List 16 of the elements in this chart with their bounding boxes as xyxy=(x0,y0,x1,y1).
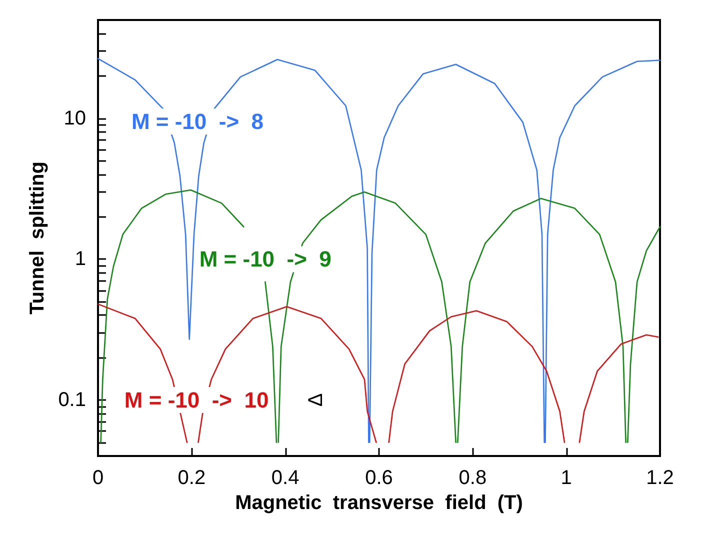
x-tick-label: 0.2 xyxy=(178,467,206,489)
series-label: M = -10 -> 8 xyxy=(131,109,264,134)
x-axis-title: Magnetic transverse field (T) xyxy=(235,492,523,514)
x-tick-label: 0.8 xyxy=(458,467,487,489)
series-label: M = -10 -> 10 xyxy=(124,387,269,412)
x-tick-label: 0 xyxy=(92,467,104,489)
y-tick-label: 10 xyxy=(64,107,86,130)
x-tick-label: 1 xyxy=(560,467,572,489)
y-tick-label: 0.1 xyxy=(58,388,86,411)
annotation: Δ xyxy=(304,393,327,407)
x-tick-label: 0.6 xyxy=(365,467,393,489)
y-tick-label: 1 xyxy=(74,248,86,270)
x-tick-label: 0.4 xyxy=(271,467,300,489)
y-axis-title: Tunnel splitting xyxy=(26,162,48,314)
x-tick-label: 1.2 xyxy=(646,467,674,489)
series-label: M = -10 -> 9 xyxy=(199,246,332,272)
